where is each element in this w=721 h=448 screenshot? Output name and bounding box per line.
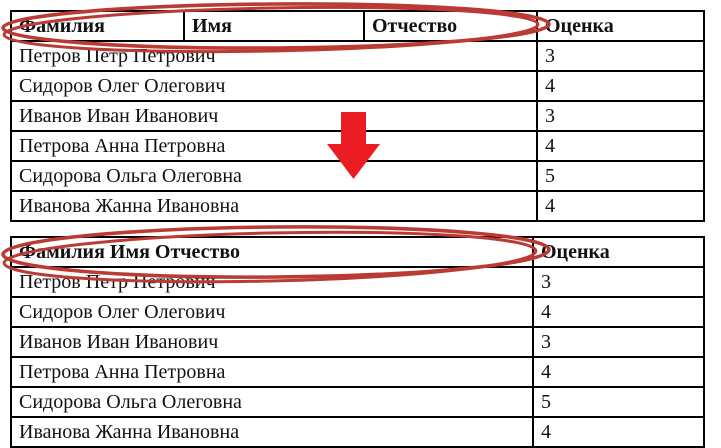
grade-cell: 4 <box>532 416 705 448</box>
grade-cell: 5 <box>532 386 705 418</box>
student-name-cell: Петров Петр Петрович <box>10 40 538 72</box>
student-name-cell: Сидорова Ольга Олеговна <box>10 386 534 418</box>
column-header-grade: Оценка <box>532 236 705 268</box>
grade-cell: 4 <box>536 70 705 102</box>
table-row: Петров Петр Петрович 3 <box>10 40 705 72</box>
student-name-cell: Петрова Анна Петровна <box>10 356 534 388</box>
grade-cell: 3 <box>536 40 705 72</box>
table-row: Петрова Анна Петровна 4 <box>10 130 705 162</box>
table-row: Сидорова Ольга Олеговна 5 <box>10 160 705 192</box>
table-separate-name-columns: Фамилия Имя Отчество Оценка Петров Петр … <box>10 10 705 222</box>
table-row: Иванов Иван Иванович 3 <box>10 100 705 132</box>
grade-cell: 4 <box>536 190 705 222</box>
column-header-surname: Фамилия <box>10 10 185 42</box>
student-name-cell: Петрова Анна Петровна <box>10 130 538 162</box>
grade-cell: 4 <box>532 296 705 328</box>
table-row: Иванова Жанна Ивановна 4 <box>10 416 705 448</box>
student-name-cell: Сидоров Олег Олегович <box>10 70 538 102</box>
grade-cell: 3 <box>536 100 705 132</box>
student-name-cell: Сидорова Ольга Олеговна <box>10 160 538 192</box>
table-row: Иванов Иван Иванович 3 <box>10 326 705 358</box>
header-row: Фамилия Имя Отчество Оценка <box>10 10 705 42</box>
column-header-grade: Оценка <box>536 10 705 42</box>
grade-cell: 3 <box>532 266 705 298</box>
student-name-cell: Иванова Жанна Ивановна <box>10 190 538 222</box>
header-row: Фамилия Имя Отчество Оценка <box>10 236 705 268</box>
column-header-fullname: Фамилия Имя Отчество <box>10 236 534 268</box>
table-row: Иванова Жанна Ивановна 4 <box>10 190 705 222</box>
student-name-cell: Сидоров Олег Олегович <box>10 296 534 328</box>
table-merged-name-column: Фамилия Имя Отчество Оценка Петров Петр … <box>10 236 705 448</box>
column-header-firstname: Имя <box>183 10 365 42</box>
student-name-cell: Иванова Жанна Ивановна <box>10 416 534 448</box>
grade-cell: 5 <box>536 160 705 192</box>
student-name-cell: Иванов Иван Иванович <box>10 326 534 358</box>
table-row: Петрова Анна Петровна 4 <box>10 356 705 388</box>
table-row: Сидоров Олег Олегович 4 <box>10 296 705 328</box>
table-row: Сидоров Олег Олегович 4 <box>10 70 705 102</box>
student-name-cell: Петров Петр Петрович <box>10 266 534 298</box>
grade-cell: 4 <box>536 130 705 162</box>
table-row: Петров Петр Петрович 3 <box>10 266 705 298</box>
table-row: Сидорова Ольга Олеговна 5 <box>10 386 705 418</box>
student-name-cell: Иванов Иван Иванович <box>10 100 538 132</box>
grade-cell: 4 <box>532 356 705 388</box>
column-header-patronymic: Отчество <box>363 10 538 42</box>
grade-cell: 3 <box>532 326 705 358</box>
